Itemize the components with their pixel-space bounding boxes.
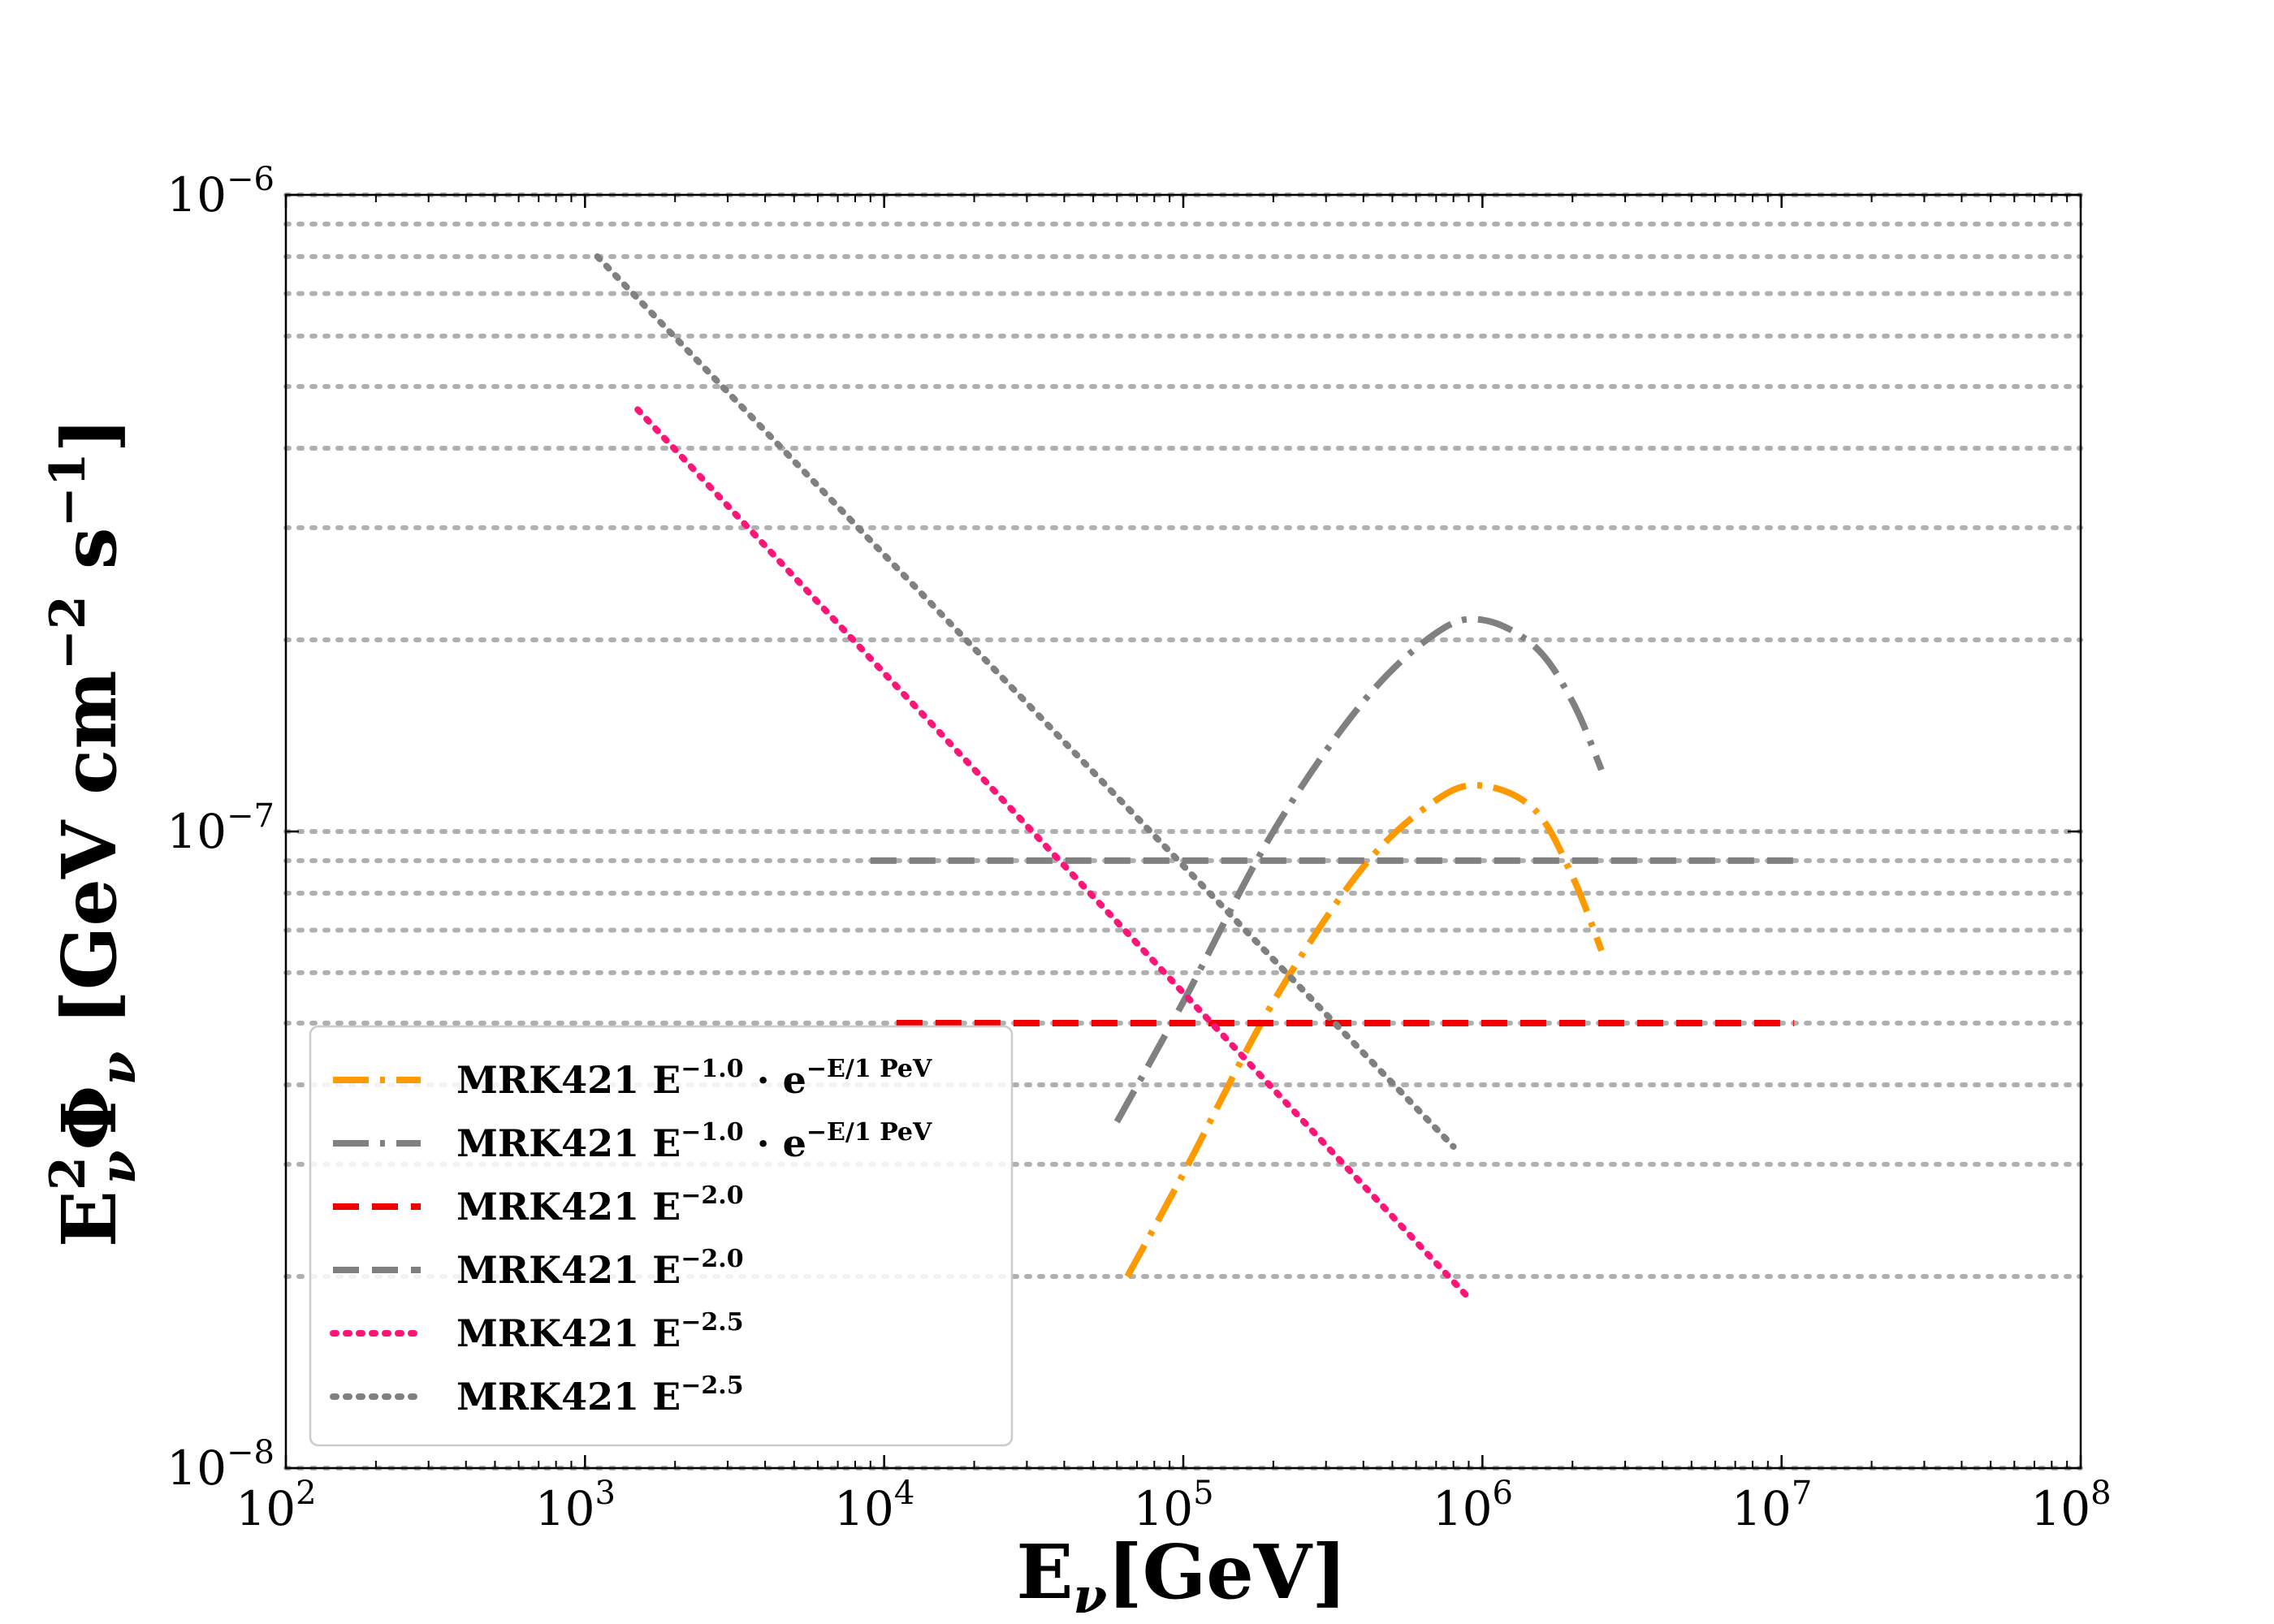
y-axis-title: E2νΦν [GeV cm−2 s−1] [40, 417, 147, 1247]
legend-label-3: MRK421 E−2.0 [456, 1181, 744, 1229]
legend: MRK421 E−1.0 · e−E/1 PeV MRK421 E−1.0 · e… [309, 1025, 1014, 1447]
y-tick-label: 10−8 [166, 1434, 275, 1496]
legend-label-5: MRK421 E−2.5 [456, 1308, 744, 1355]
x-tick-label: 108 [2030, 1475, 2111, 1536]
x-tick-label: 104 [834, 1475, 914, 1536]
series-line-2 [1113, 615, 1605, 1124]
legend-label-6: MRK421 E−2.5 [456, 1371, 744, 1419]
y-tick-label: 10−6 [166, 161, 275, 222]
x-tick-label: 103 [535, 1475, 616, 1536]
legend-box [309, 1025, 1014, 1447]
series-line-1 [1124, 782, 1605, 1278]
y-tick-label: 10−7 [166, 797, 275, 859]
y-gridlines [283, 192, 2083, 1471]
y-axis-ticks: 10−8 10−7 10−6 [166, 161, 2081, 1496]
series-line-6 [594, 253, 1457, 1150]
series-line-5 [634, 406, 1472, 1302]
x-tick-label: 102 [236, 1475, 316, 1536]
x-axis-title: Eν[GeV] [1016, 1528, 1347, 1624]
plot-series [594, 253, 1805, 1302]
x-axis-ticks: 102 103 104 105 106 107 108 [236, 195, 2112, 1536]
legend-label-2: MRK421 E−1.0 · e−E/1 PeV [456, 1118, 932, 1165]
legend-label-4: MRK421 E−2.0 [456, 1245, 744, 1292]
x-tick-label: 107 [1731, 1475, 1812, 1536]
x-tick-label: 105 [1133, 1475, 1213, 1536]
legend-label-1: MRK421 E−1.0 · e−E/1 PeV [456, 1055, 932, 1102]
x-tick-label: 106 [1433, 1475, 1513, 1536]
